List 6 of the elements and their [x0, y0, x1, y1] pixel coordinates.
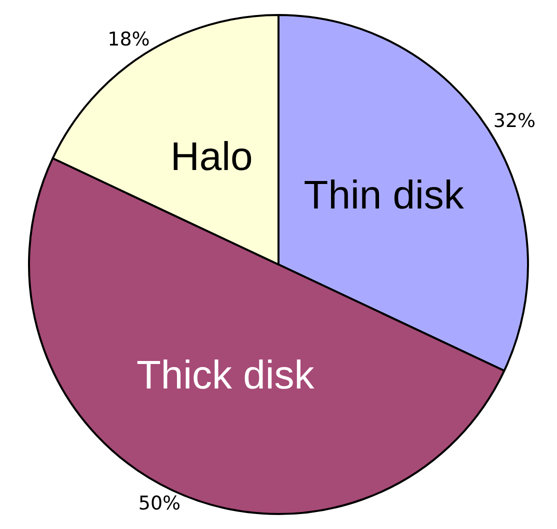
- data-label: 18%: [108, 28, 150, 50]
- data-label: 50%: [138, 492, 181, 515]
- slice-label: Thin disk: [304, 174, 465, 218]
- slice-label: Thick disk: [136, 353, 316, 398]
- slice-label: Halo: [170, 135, 253, 180]
- data-label: 32%: [493, 110, 536, 132]
